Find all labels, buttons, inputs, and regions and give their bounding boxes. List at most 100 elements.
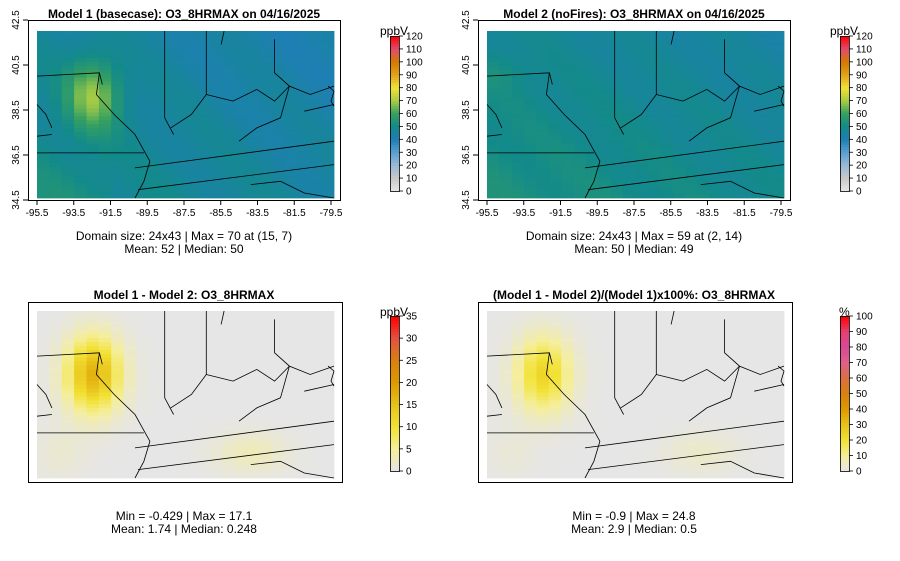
heatmap-cell [697, 349, 711, 355]
heatmap-cell [586, 365, 599, 370]
colorbar-segment [840, 72, 849, 76]
heatmap-cell [321, 143, 335, 148]
heatmap-cell [771, 338, 785, 343]
heatmap-cell [610, 166, 624, 172]
heatmap-cell [197, 108, 211, 113]
heatmap-cell [499, 182, 513, 187]
colorbar-segment [840, 167, 849, 171]
heatmap-cell [672, 42, 686, 47]
heatmap-cell [623, 81, 636, 86]
heatmap-cell [61, 104, 75, 110]
heatmap-cell [499, 365, 513, 370]
heatmap-cell [173, 131, 186, 137]
heatmap-cell [586, 190, 599, 195]
colorbar-segment [390, 72, 399, 76]
heatmap-cell [759, 89, 773, 94]
heatmap-cell [235, 73, 248, 78]
heatmap-cell [586, 384, 599, 390]
heatmap-cell [647, 400, 661, 405]
state-boundary [36, 414, 52, 417]
heatmap-cell [586, 419, 599, 425]
heatmap-cell [722, 54, 735, 59]
heatmap-cell [722, 369, 735, 374]
heatmap-cell [309, 131, 323, 137]
heatmap-cell [148, 345, 162, 351]
heatmap-cell [185, 100, 199, 106]
heatmap-cell [647, 128, 661, 133]
heatmap-cell [759, 353, 773, 358]
colorbar-tick-label: 25 [406, 356, 418, 367]
heatmap-cell [524, 439, 537, 444]
heatmap-cell [734, 124, 748, 129]
heatmap-cell [734, 58, 748, 63]
heatmap-cell [524, 380, 537, 386]
heatmap-cell [247, 89, 261, 94]
heatmap-cell [173, 135, 186, 141]
heatmap-cell [746, 182, 760, 187]
heatmap-cell [709, 396, 723, 401]
heatmap-cell [685, 77, 698, 82]
heatmap-cell [524, 311, 537, 316]
heatmap-cell [185, 85, 199, 90]
heatmap-cell [321, 155, 335, 160]
heatmap-cell [672, 139, 686, 145]
heatmap-cell [98, 170, 112, 176]
heatmap-cell [173, 458, 186, 463]
heatmap-cell [722, 423, 735, 428]
heatmap-cell [123, 345, 137, 351]
heatmap-cell [74, 108, 87, 113]
heatmap-cell [722, 458, 735, 463]
colorbar-segment [390, 328, 399, 332]
heatmap-cell [61, 415, 75, 421]
heatmap-cell [61, 349, 75, 355]
heatmap-cell [247, 419, 261, 425]
heatmap-cell [734, 147, 748, 152]
heatmap-cell [210, 85, 224, 90]
heatmap-cell [61, 58, 75, 63]
heatmap-cell [746, 466, 760, 471]
heatmap-cell [487, 77, 500, 82]
colorbar-segment [840, 136, 849, 140]
heatmap-cell [235, 194, 248, 199]
heatmap-cell [524, 62, 537, 67]
heatmap-cell [148, 34, 162, 40]
heatmap-cell [210, 147, 224, 152]
heatmap-cell [635, 411, 649, 417]
heatmap-cell [635, 357, 649, 362]
heatmap-cell [623, 50, 636, 55]
colorbar-segment [840, 416, 849, 420]
heatmap-cell [136, 85, 149, 90]
heatmap-cell [98, 42, 112, 47]
heatmap-cell [660, 174, 674, 179]
heatmap-cell [173, 50, 186, 55]
heatmap-cell [536, 392, 550, 397]
heatmap-cell [685, 404, 698, 409]
heatmap-cell [185, 31, 199, 36]
heatmap-cell [123, 46, 137, 51]
heatmap-cell [722, 50, 735, 55]
heatmap-cell [598, 322, 612, 327]
colorbar-segment [840, 347, 849, 350]
heatmap-cell [722, 373, 735, 378]
heatmap-cell [610, 186, 624, 191]
heatmap-cell [148, 435, 162, 440]
heatmap-cell [123, 143, 137, 148]
heatmap-cell [173, 170, 186, 176]
heatmap-cell [672, 58, 686, 63]
heatmap-cell [61, 34, 75, 40]
heatmap-cell [734, 377, 748, 382]
heatmap-cell [685, 435, 698, 440]
heatmap-cell [660, 34, 674, 40]
heatmap-cell [173, 470, 186, 475]
heatmap-cell [86, 458, 100, 463]
colorbar-segment [840, 74, 849, 78]
heatmap-cell [734, 388, 748, 393]
heatmap-cell [247, 427, 261, 432]
heatmap-cell [74, 147, 87, 152]
panel4-title: (Model 1 - Model 2)/(Model 1)x100%: O3_8… [492, 288, 776, 302]
heatmap-cell [536, 112, 550, 117]
panel3-map [28, 302, 343, 483]
colorbar-segment [840, 162, 849, 166]
heatmap-cell [49, 423, 63, 428]
heatmap-cell [284, 77, 298, 82]
